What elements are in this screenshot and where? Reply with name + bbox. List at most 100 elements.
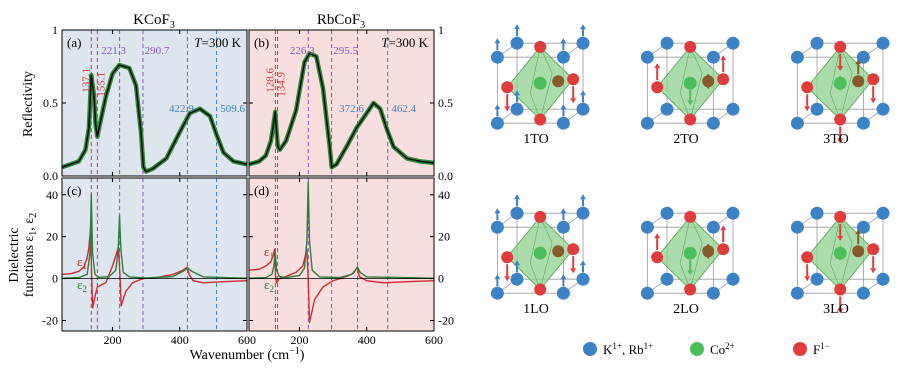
panel-d-xtick-label: 600	[425, 333, 443, 347]
f-displacement-arrow-head	[837, 308, 844, 314]
f-atom	[501, 81, 514, 94]
panel-c-xtick-label: 200	[103, 333, 121, 347]
panel-d-frame	[248, 177, 435, 332]
octahedron-edge	[679, 46, 691, 94]
panel-d-ytick-label: -20	[438, 314, 454, 328]
panel-a-mode-label: 290.7	[145, 45, 170, 57]
co-displacement-arrow-head	[687, 270, 694, 276]
panel-a-mode-label: 221.3	[101, 45, 126, 57]
co-atom	[533, 76, 547, 90]
k-displacement-arrow-head	[514, 24, 520, 30]
k-atom	[490, 50, 504, 64]
k-displacement-arrow-head	[514, 90, 520, 96]
f-displacement-arrow-head	[837, 235, 844, 241]
structure-3to: 3TO	[790, 36, 890, 147]
octahedron-edge	[689, 73, 703, 120]
panel-b-mode-label: 295.5	[333, 45, 358, 57]
f-atom	[534, 113, 547, 126]
octahedron-edge	[806, 86, 841, 120]
k-atom	[856, 50, 870, 64]
octahedron-edge	[656, 86, 691, 120]
octahedron-edge	[829, 216, 841, 264]
f-atom	[501, 251, 514, 264]
k-atom	[856, 116, 870, 130]
panel-c-epsilon2-label: ε2	[77, 277, 87, 294]
k-displacement-arrow-head	[580, 260, 586, 266]
panel-b-fit-line	[249, 52, 434, 168]
panel-b-temperature: T=300 K	[381, 35, 428, 50]
panel-c-epsilon2-line	[62, 194, 247, 279]
panel-b-mode-label: 226.3	[290, 45, 315, 57]
mode-label-2lo: 2LO	[673, 302, 699, 317]
octahedron-edge	[656, 216, 691, 258]
y-axis-label-top: Reflectivity	[21, 71, 36, 137]
octahedron-edge	[689, 79, 724, 120]
k-atom	[510, 36, 524, 50]
k-atom	[790, 220, 804, 234]
k-atom	[726, 206, 740, 220]
co-displaced-arrow-head	[855, 229, 862, 235]
panel-c-ytick-label: -20	[42, 314, 58, 328]
panel-a-mode-label: 422.9	[169, 103, 194, 115]
panel-c-ytick-label: 20	[46, 230, 58, 244]
f-atom	[867, 243, 880, 256]
k-atom	[556, 50, 570, 64]
k-displacement-arrow-head	[560, 104, 567, 110]
f-displacement-arrow-head	[720, 55, 727, 61]
f-displacement-arrow-head	[570, 98, 577, 104]
octahedron-edge	[806, 46, 841, 88]
k-atom	[810, 272, 824, 286]
k-atom	[790, 286, 804, 300]
panel-a-ytick-label: 1	[52, 23, 58, 37]
k-atom	[510, 102, 524, 116]
structure-2lo: 2LO	[640, 206, 740, 317]
co-atom	[683, 246, 697, 260]
octahedron-edge	[689, 243, 703, 290]
mode-guide-lines	[90, 30, 389, 331]
k-atom	[790, 50, 804, 64]
k-atom	[556, 116, 570, 130]
k-atom	[790, 116, 804, 130]
structure-3lo: 3LO	[790, 206, 890, 317]
k-atom	[490, 286, 504, 300]
panel-a-mode-label: 137.1	[80, 68, 92, 93]
octahedron-edge	[539, 216, 574, 250]
k-atom	[510, 272, 524, 286]
panel-c-letter: (c)	[67, 183, 81, 198]
k-atom	[556, 220, 570, 234]
f-displacement-arrow-head	[504, 276, 511, 282]
co-displacement-arrow-head	[837, 245, 844, 251]
co-atom	[533, 246, 547, 260]
co-displaced-arrow-head	[705, 84, 712, 90]
co-displaced-atom	[852, 245, 865, 258]
panel-d-xtick-label: 200	[290, 333, 308, 347]
mode-label-3lo: 3LO	[823, 302, 849, 317]
panel-b-ytick-label: 0.5	[438, 96, 453, 110]
k-atom	[490, 116, 504, 130]
structure-1lo: 1LO	[490, 194, 590, 317]
legend-co-marker	[690, 342, 704, 356]
k-atom	[576, 102, 590, 116]
panel-d-epsilon2-label: ε2	[264, 277, 274, 294]
k-displacement-arrow-head	[560, 208, 567, 214]
f-atom	[684, 210, 697, 223]
k-atom	[726, 102, 740, 116]
octahedron-edge	[539, 249, 574, 290]
f-atom	[684, 283, 697, 296]
panel-a-ytick-label: 0.5	[43, 96, 58, 110]
k-displacement-arrow-head	[494, 38, 501, 44]
k-atom	[810, 36, 824, 50]
octahedron-edge	[539, 46, 574, 80]
f-atom	[717, 73, 730, 86]
k-atom	[876, 272, 890, 286]
k-atom	[706, 116, 720, 130]
k-displacement-arrow-head	[580, 90, 586, 96]
k-atom	[856, 220, 870, 234]
y-axis-label-bottom-2: functions ε1, ε2	[22, 213, 39, 297]
octahedron-edge	[839, 79, 874, 120]
panel-d-ytick-label: 0	[438, 272, 444, 286]
k-atom	[660, 36, 674, 50]
panel-a-temperature: T=300 K	[194, 35, 241, 50]
k-displacement-arrow-head	[514, 260, 520, 266]
